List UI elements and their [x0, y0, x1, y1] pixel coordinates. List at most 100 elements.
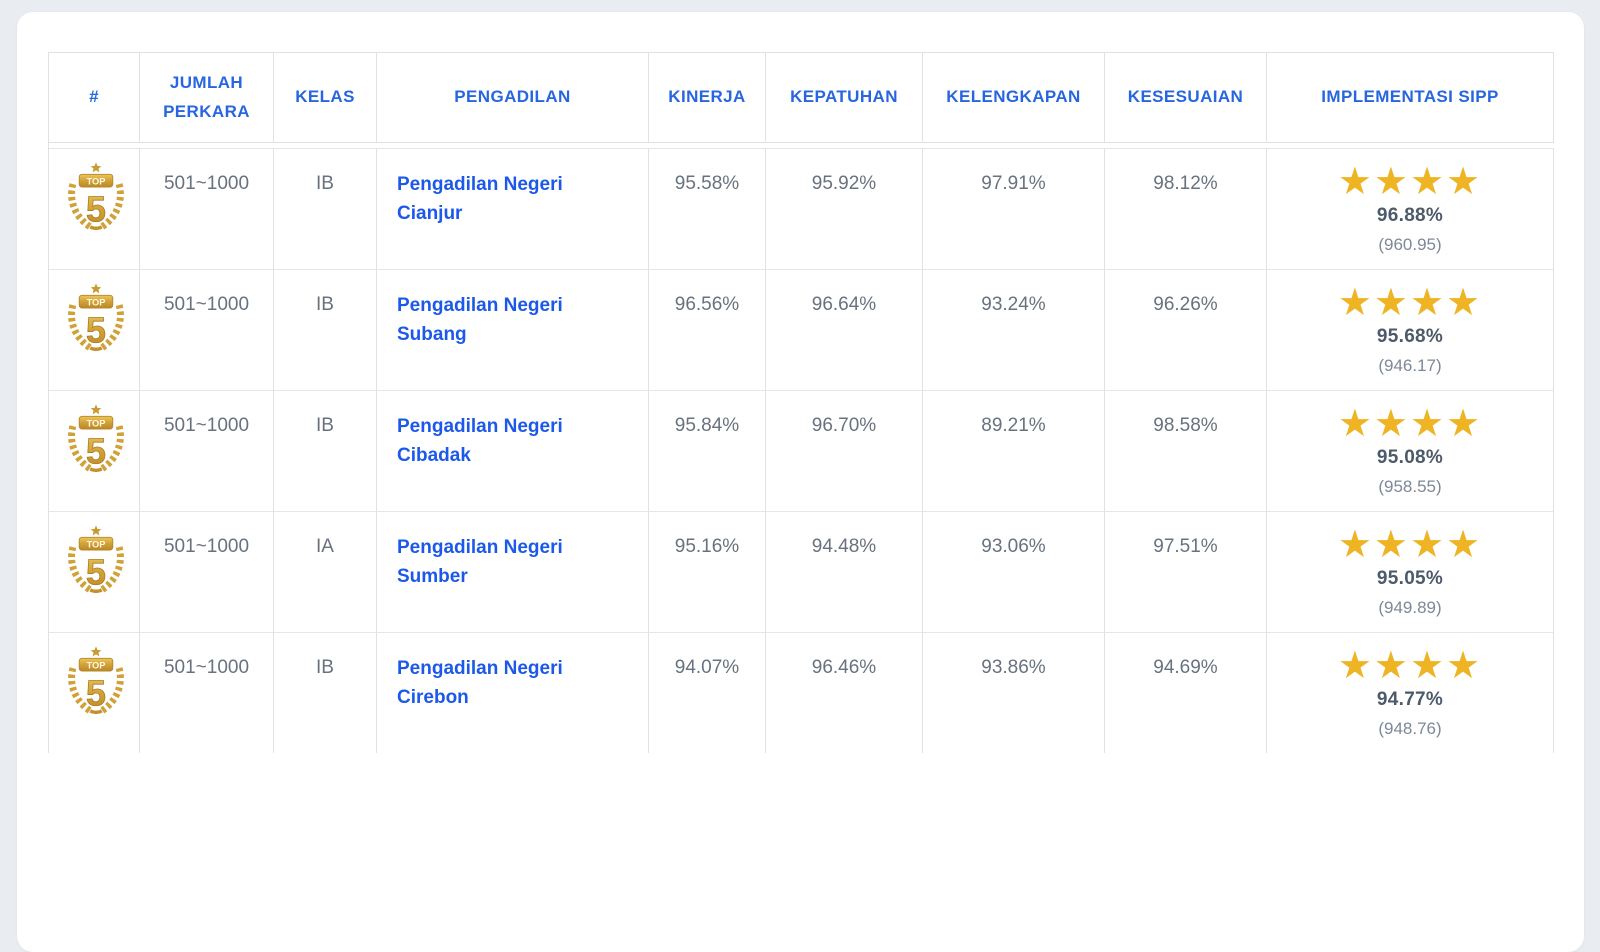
header-kesesuaian: KESESUAIAN: [1105, 52, 1267, 143]
kelas-cell: IB: [274, 148, 377, 269]
kelas-cell: IB: [274, 390, 377, 511]
badge-star-icon: [90, 283, 102, 294]
ranking-table-container: # JUMLAH PERKARA KELAS PENGADILAN KINERJ…: [48, 52, 1554, 753]
badge-star-icon: [90, 404, 102, 415]
sipp-percent: 94.77%: [1376, 689, 1444, 710]
jumlah-perkara-cell: 501~1000: [140, 148, 274, 269]
pengadilan-link[interactable]: Pengadilan Negeri Sumber: [397, 537, 563, 587]
laurel-base: [89, 225, 103, 231]
header-row: # JUMLAH PERKARA KELAS PENGADILAN KINERJ…: [49, 52, 1554, 143]
top5-badge-icon: TOP 5: [68, 283, 124, 352]
star-rating-icon: ★★★★: [1337, 403, 1483, 445]
pengadilan-cell: Pengadilan Negeri Subang: [377, 269, 649, 390]
badge-rank-number: 5: [86, 432, 106, 472]
header-pengadilan: PENGADILAN: [377, 52, 649, 143]
badge-rank-number: 5: [86, 190, 106, 230]
laurel-base: [89, 467, 103, 473]
badge-star-icon: [90, 162, 102, 173]
sipp-percent: 96.88%: [1376, 205, 1444, 226]
badge-rank-number: 5: [86, 311, 106, 351]
kelengkapan-cell: 93.06%: [923, 511, 1105, 632]
kesesuaian-cell: 96.26%: [1105, 269, 1267, 390]
jumlah-perkara-cell: 501~1000: [140, 390, 274, 511]
laurel-base: [89, 346, 103, 352]
header-implementasi-sipp: IMPLEMENTASI SIPP: [1267, 52, 1554, 143]
badge-top-label: TOP: [87, 539, 106, 549]
sipp-score: (948.76): [1378, 719, 1442, 738]
table-row: TOP 5 501~1000 IB Pengadilan Negeri Cire…: [49, 632, 1554, 753]
sipp-score: (958.55): [1378, 477, 1442, 496]
implementasi-sipp-cell: ★★★★ 95.05% (949.89): [1267, 511, 1554, 632]
kelas-cell: IB: [274, 269, 377, 390]
content-card: # JUMLAH PERKARA KELAS PENGADILAN KINERJ…: [17, 12, 1584, 952]
table-row: TOP 5 501~1000 IB Pengadilan Negeri Ciba…: [49, 390, 1554, 511]
top5-badge-icon: TOP 5: [68, 646, 124, 715]
star-rating-icon: ★★★★: [1337, 161, 1483, 203]
badge-star-icon: [90, 646, 102, 657]
top5-badge-icon: TOP 5: [68, 404, 124, 473]
pengadilan-link[interactable]: Pengadilan Negeri Cianjur: [397, 174, 563, 224]
sipp-score: (949.89): [1378, 598, 1442, 617]
rank-badge-cell: TOP 5: [49, 511, 140, 632]
badge-top-label: TOP: [87, 418, 106, 428]
badge-top-label: TOP: [87, 176, 106, 186]
star-rating-icon: ★★★★: [1337, 645, 1483, 687]
badge-ribbon: [78, 657, 114, 672]
pengadilan-link[interactable]: Pengadilan Negeri Cibadak: [397, 416, 563, 466]
kepatuhan-cell: 96.64%: [766, 269, 923, 390]
badge-star-icon: [90, 525, 102, 536]
star-rating-icon: ★★★★: [1337, 282, 1483, 324]
rank-badge-cell: TOP 5: [49, 269, 140, 390]
header-rank: #: [49, 52, 140, 143]
implementasi-sipp-cell: ★★★★ 95.08% (958.55): [1267, 390, 1554, 511]
kinerja-cell: 94.07%: [649, 632, 766, 753]
kepatuhan-cell: 94.48%: [766, 511, 923, 632]
pengadilan-cell: Pengadilan Negeri Cianjur: [377, 148, 649, 269]
rank-badge-cell: TOP 5: [49, 390, 140, 511]
rank-badge-cell: TOP 5: [49, 632, 140, 753]
pengadilan-cell: Pengadilan Negeri Cibadak: [377, 390, 649, 511]
sipp-score: (946.17): [1378, 356, 1442, 375]
pengadilan-cell: Pengadilan Negeri Sumber: [377, 511, 649, 632]
kelengkapan-cell: 89.21%: [923, 390, 1105, 511]
implementasi-sipp-cell: ★★★★ 96.88% (960.95): [1267, 148, 1554, 269]
badge-ribbon: [78, 536, 114, 551]
jumlah-perkara-cell: 501~1000: [140, 511, 274, 632]
kepatuhan-cell: 95.92%: [766, 148, 923, 269]
kelengkapan-cell: 93.86%: [923, 632, 1105, 753]
header-kepatuhan: KEPATUHAN: [766, 52, 923, 143]
jumlah-perkara-cell: 501~1000: [140, 632, 274, 753]
laurel-base: [89, 709, 103, 715]
badge-rank-number: 5: [86, 553, 106, 593]
jumlah-perkara-cell: 501~1000: [140, 269, 274, 390]
implementasi-sipp-cell: ★★★★ 94.77% (948.76): [1267, 632, 1554, 753]
top5-badge-icon: TOP 5: [68, 162, 124, 231]
pengadilan-link[interactable]: Pengadilan Negeri Cirebon: [397, 658, 563, 708]
kesesuaian-cell: 98.12%: [1105, 148, 1267, 269]
table-row: TOP 5 501~1000 IA Pengadilan Negeri Sumb…: [49, 511, 1554, 632]
badge-ribbon: [78, 294, 114, 309]
table-row: TOP 5 501~1000 IB Pengadilan Negeri Suba…: [49, 269, 1554, 390]
kinerja-cell: 96.56%: [649, 269, 766, 390]
kesesuaian-cell: 98.58%: [1105, 390, 1267, 511]
header-jumlah-perkara: JUMLAH PERKARA: [140, 52, 274, 143]
header-kinerja: KINERJA: [649, 52, 766, 143]
kelengkapan-cell: 93.24%: [923, 269, 1105, 390]
badge-top-label: TOP: [87, 660, 106, 670]
header-kelengkapan: KELENGKAPAN: [923, 52, 1105, 143]
sipp-percent: 95.08%: [1376, 447, 1444, 468]
sipp-percent: 95.05%: [1376, 568, 1444, 589]
kelengkapan-cell: 97.91%: [923, 148, 1105, 269]
kelas-cell: IA: [274, 511, 377, 632]
kesesuaian-cell: 97.51%: [1105, 511, 1267, 632]
header-kelas: KELAS: [274, 52, 377, 143]
kesesuaian-cell: 94.69%: [1105, 632, 1267, 753]
star-rating-icon: ★★★★: [1337, 524, 1483, 566]
kepatuhan-cell: 96.46%: [766, 632, 923, 753]
table-header: # JUMLAH PERKARA KELAS PENGADILAN KINERJ…: [49, 52, 1554, 143]
kepatuhan-cell: 96.70%: [766, 390, 923, 511]
rank-badge-cell: TOP 5: [49, 148, 140, 269]
implementasi-sipp-cell: ★★★★ 95.68% (946.17): [1267, 269, 1554, 390]
pengadilan-link[interactable]: Pengadilan Negeri Subang: [397, 295, 563, 345]
kinerja-cell: 95.16%: [649, 511, 766, 632]
